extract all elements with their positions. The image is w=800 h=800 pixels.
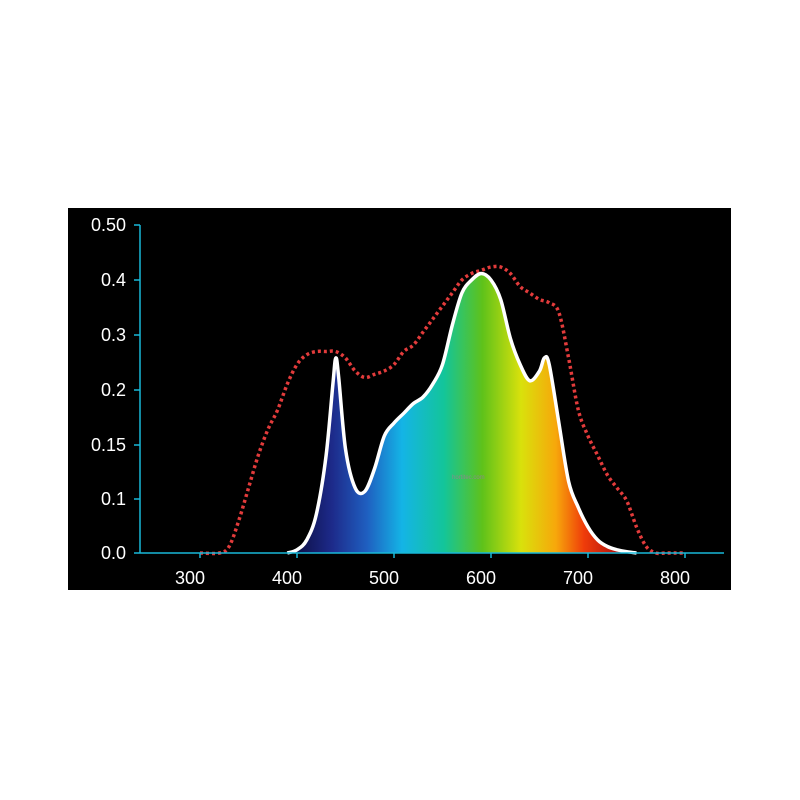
y-tick-label: 0.15 bbox=[91, 435, 126, 455]
y-axis-ticks: 0.0 0.1 0.15 0.2 0.3 0.4 0.50 bbox=[91, 215, 140, 563]
x-axis-ticks: 300 400 500 600 700 800 bbox=[175, 553, 690, 588]
y-tick-label: 0.4 bbox=[101, 270, 126, 290]
x-tick-label: 300 bbox=[175, 568, 205, 588]
watermark-text: hortitec.com bbox=[452, 475, 485, 481]
x-tick-label: 600 bbox=[466, 568, 496, 588]
x-tick-label: 500 bbox=[369, 568, 399, 588]
y-tick-label: 0.3 bbox=[101, 325, 126, 345]
y-tick-label: 0.1 bbox=[101, 489, 126, 509]
spectrum-fill-area bbox=[287, 273, 637, 553]
y-tick-label: 0.2 bbox=[101, 380, 126, 400]
plot-area bbox=[199, 264, 685, 556]
x-tick-label: 400 bbox=[272, 568, 302, 588]
white-spectrum-series-line bbox=[286, 271, 637, 555]
y-tick-label: 0.50 bbox=[91, 215, 126, 235]
y-tick-label: 0.0 bbox=[101, 543, 126, 563]
x-tick-label: 800 bbox=[660, 568, 690, 588]
red-dotted-series-line bbox=[199, 264, 685, 556]
x-tick-label: 700 bbox=[563, 568, 593, 588]
